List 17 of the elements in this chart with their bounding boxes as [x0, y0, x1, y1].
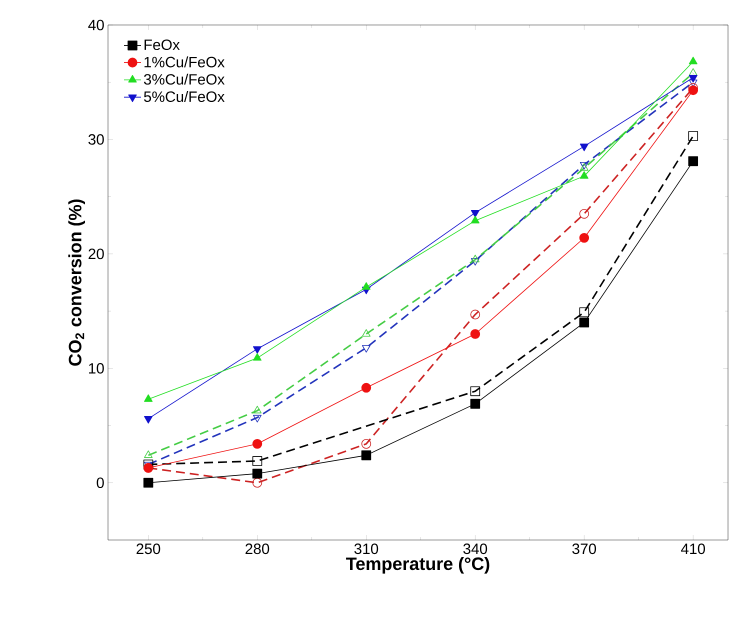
x-axis-title: Temperature (°C)	[346, 556, 490, 574]
y-axis-title: CO$_{2}$ conversion (%)	[68, 199, 85, 366]
legend-label: 5%Cu/FeOx	[144, 91, 225, 102]
y-tick-label: 0	[96, 477, 104, 488]
x-tick-label: 280	[246, 544, 270, 554]
legend-label: 1%Cu/FeOx	[144, 56, 225, 68]
x-tick-label: 370	[572, 544, 596, 554]
y-tick-label: 10	[89, 363, 104, 374]
legend-label: 3%Cu/FeOx	[144, 74, 225, 85]
x-tick-label: 250	[136, 544, 160, 554]
x-tick-label: 310	[354, 544, 378, 554]
x-tick-label: 410	[681, 544, 706, 554]
y-tick-label: 30	[88, 134, 104, 145]
y-tick-label: 20	[88, 248, 104, 260]
x-tick-label: 340	[463, 544, 488, 554]
y-tick-label: 40	[88, 20, 104, 30]
legend-label: FeOx	[144, 39, 180, 50]
